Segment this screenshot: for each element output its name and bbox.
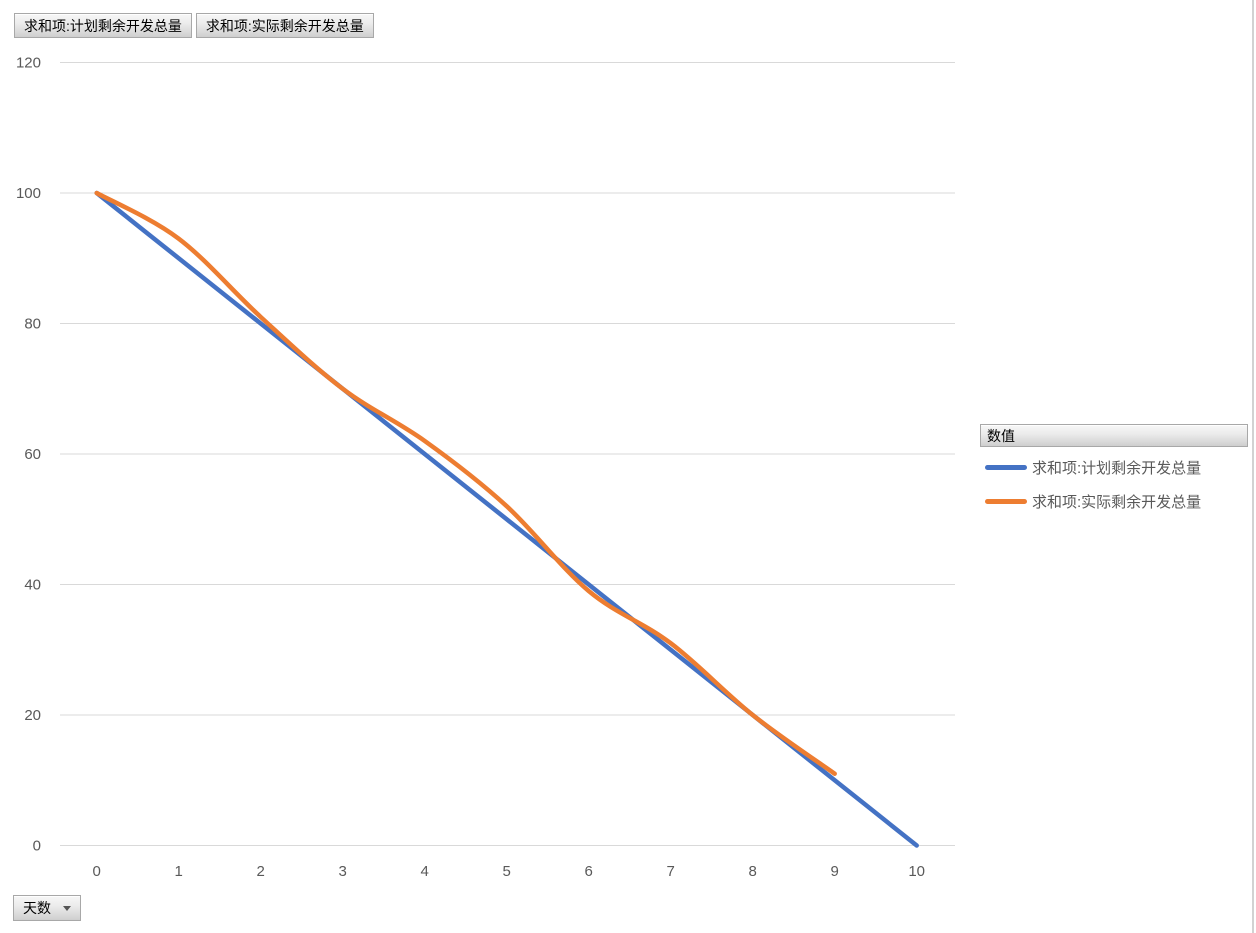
y-tick-label: 0: [33, 838, 41, 855]
legend-item: 求和项:计划剩余开发总量: [985, 450, 1201, 484]
y-tick-label: 100: [16, 185, 41, 202]
gridlines: [60, 62, 955, 846]
x-tick-label: 6: [585, 863, 593, 880]
y-axis-labels: 0 20 40 60 80 100 120: [16, 55, 41, 855]
legend: 求和项:计划剩余开发总量 求和项:实际剩余开发总量: [985, 450, 1201, 518]
y-tick-label: 20: [24, 707, 41, 724]
pivot-field-button-actual[interactable]: 求和项:实际剩余开发总量: [195, 13, 374, 38]
x-tick-label: 0: [93, 863, 101, 880]
legend-item-label: 求和项:实际剩余开发总量: [1032, 493, 1202, 511]
days-field-label: 天数: [23, 900, 51, 916]
x-tick-label: 2: [257, 863, 265, 880]
pane-right-border: [1252, 0, 1254, 933]
x-tick-label: 1: [175, 863, 183, 880]
x-tick-label: 5: [503, 863, 511, 880]
chevron-down-icon: [63, 905, 71, 911]
y-tick-label: 80: [24, 316, 41, 333]
series-line-actual: [94, 190, 837, 776]
x-tick-label: 3: [339, 863, 347, 880]
legend-item-label: 求和项:计划剩余开发总量: [1032, 459, 1202, 477]
x-tick-label: 8: [749, 863, 757, 880]
series-lines: [94, 190, 919, 848]
legend-line-swatch-icon: [985, 498, 1027, 504]
x-tick-label: 7: [667, 863, 675, 880]
pivot-field-buttons: 求和项:计划剩余开发总量 求和项:实际剩余开发总量: [14, 13, 374, 38]
x-axis-labels: 0 1 2 3 4 5 6 7 8 9 10: [93, 863, 926, 880]
x-tick-label: 4: [421, 863, 429, 880]
legend-values-field-button[interactable]: 数值: [980, 424, 1248, 447]
x-tick-label: 10: [908, 863, 925, 880]
legend-item: 求和项:实际剩余开发总量: [985, 484, 1201, 518]
x-tick-label: 9: [831, 863, 839, 880]
days-axis-field-button[interactable]: 天数: [13, 895, 81, 921]
legend-line-swatch-icon: [985, 464, 1027, 470]
y-tick-label: 120: [16, 55, 41, 72]
pivot-field-button-planned[interactable]: 求和项:计划剩余开发总量: [14, 13, 192, 38]
y-tick-label: 40: [24, 577, 41, 594]
y-tick-label: 60: [24, 446, 41, 463]
